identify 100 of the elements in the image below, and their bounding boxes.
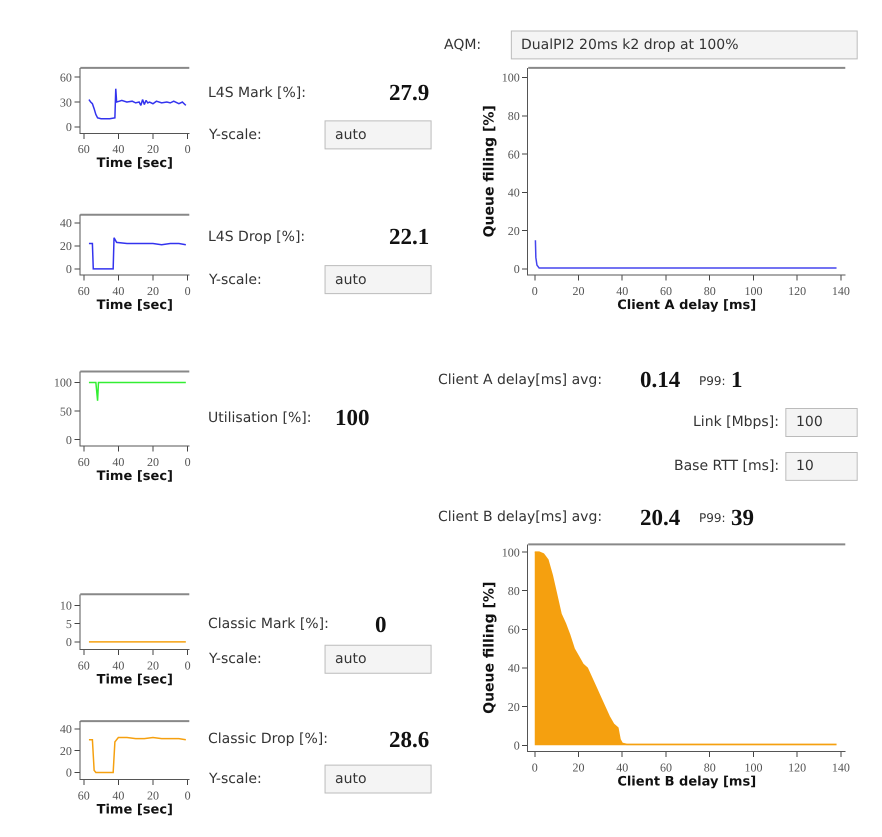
x-tick-label: 0 xyxy=(184,284,191,298)
x-tick-label: 120 xyxy=(788,284,806,298)
y-tick-label: 20 xyxy=(508,224,520,238)
text: Y-scale: xyxy=(208,651,262,667)
x-tick-label: 120 xyxy=(788,760,806,774)
x-tick-label: 0 xyxy=(532,284,538,298)
y-axis-title: Queue filling [%] xyxy=(481,582,498,714)
text: P99: xyxy=(699,374,726,388)
text: 100 xyxy=(796,414,823,430)
y-tick-label: 40 xyxy=(508,186,520,200)
x-tick-label: 0 xyxy=(184,142,191,156)
y-tick-label: 10 xyxy=(60,598,72,612)
line-series xyxy=(88,736,187,774)
x-axis-title: Time [sec] xyxy=(96,298,173,314)
y-axis-title: Queue filling [%] xyxy=(481,105,498,238)
x-tick-label: 140 xyxy=(832,760,850,774)
y-tick-label: 40 xyxy=(60,216,72,230)
text: 0.14 xyxy=(640,367,681,392)
x-axis-title: Client B delay [ms] xyxy=(617,774,756,790)
y-tick-label: 5 xyxy=(66,616,72,631)
text: Utilisation [%]: xyxy=(208,410,312,426)
x-axis-title: Time [sec] xyxy=(96,672,173,688)
y-tick-label: 30 xyxy=(60,95,72,110)
text: DualPI2 20ms k2 drop at 100% xyxy=(521,37,738,53)
x-tick-label: 40 xyxy=(112,284,124,298)
x-tick-label: 100 xyxy=(744,284,762,298)
x-tick-label: 80 xyxy=(704,760,716,774)
x-tick-label: 40 xyxy=(112,788,124,802)
text: Y-scale: xyxy=(208,771,262,787)
x-tick-label: 20 xyxy=(146,454,159,469)
text: Y-scale: xyxy=(208,127,262,143)
x-tick-label: 0 xyxy=(184,454,191,469)
x-tick-label: 40 xyxy=(616,284,628,298)
x-tick-label: 20 xyxy=(146,284,159,298)
text: L4S Drop [%]: xyxy=(208,229,306,245)
text: auto xyxy=(335,771,367,787)
x-tick-label: 20 xyxy=(146,142,159,156)
x-tick-label: 60 xyxy=(78,658,90,673)
x-tick-label: 60 xyxy=(660,284,672,298)
x-tick-label: 0 xyxy=(184,788,191,802)
y-tick-label: 20 xyxy=(60,744,72,758)
y-tick-label: 20 xyxy=(508,700,520,714)
text: Client A delay[ms] avg: xyxy=(438,372,602,388)
x-tick-label: 40 xyxy=(112,142,124,156)
text: 27.9 xyxy=(389,80,430,105)
text: 20.4 xyxy=(640,505,681,530)
x-tick-label: 60 xyxy=(660,760,672,774)
text: Base RTT [ms]: xyxy=(674,458,780,474)
text: 22.1 xyxy=(389,224,430,249)
x-axis-title: Time [sec] xyxy=(96,468,173,484)
x-tick-label: 20 xyxy=(572,760,584,774)
y-tick-label: 0 xyxy=(66,635,72,650)
y-tick-label: 50 xyxy=(60,404,72,418)
text: 28.6 xyxy=(389,727,430,752)
x-tick-label: 80 xyxy=(704,284,716,298)
y-tick-label: 0 xyxy=(66,262,72,276)
y-tick-label: 0 xyxy=(66,120,72,134)
text: Classic Drop [%]: xyxy=(208,731,328,747)
line-series xyxy=(534,239,838,269)
y-tick-label: 0 xyxy=(514,262,520,276)
x-axis-title: Client A delay [ms] xyxy=(617,298,756,314)
text: auto xyxy=(335,651,367,667)
x-tick-label: 140 xyxy=(832,284,850,298)
x-tick-label: 0 xyxy=(184,658,191,673)
line-series xyxy=(88,88,187,120)
x-tick-label: 20 xyxy=(146,658,159,673)
x-tick-label: 40 xyxy=(112,658,124,673)
y-tick-label: 20 xyxy=(60,239,72,254)
text: Y-scale: xyxy=(208,272,262,288)
text: Client B delay[ms] avg: xyxy=(438,509,602,525)
text: P99: xyxy=(699,511,726,525)
x-axis-title: Time [sec] xyxy=(96,802,173,818)
line-series xyxy=(88,237,187,270)
x-tick-label: 60 xyxy=(78,788,90,802)
x-tick-label: 0 xyxy=(532,760,538,774)
text: Classic Mark [%]: xyxy=(208,616,329,632)
text: 0 xyxy=(375,612,386,637)
x-tick-label: 20 xyxy=(572,284,584,298)
y-tick-label: 80 xyxy=(508,108,520,123)
y-tick-label: 0 xyxy=(66,432,72,447)
text: 100 xyxy=(335,405,370,430)
text: auto xyxy=(335,272,367,288)
x-tick-label: 20 xyxy=(146,788,159,802)
x-tick-label: 40 xyxy=(616,760,628,774)
y-tick-label: 100 xyxy=(502,70,520,85)
y-tick-label: 100 xyxy=(54,376,72,390)
text: AQM: xyxy=(444,37,482,53)
x-tick-label: 40 xyxy=(112,454,124,469)
x-tick-label: 100 xyxy=(744,760,762,774)
x-tick-label: 60 xyxy=(78,284,90,298)
y-tick-label: 100 xyxy=(502,545,520,560)
y-tick-label: 60 xyxy=(60,70,72,84)
y-tick-label: 60 xyxy=(508,622,520,637)
x-tick-label: 60 xyxy=(78,454,90,469)
text: Link [Mbps]: xyxy=(693,414,779,430)
text: auto xyxy=(335,127,367,143)
x-tick-label: 60 xyxy=(78,142,90,156)
text: 39 xyxy=(731,505,754,530)
y-tick-label: 80 xyxy=(508,584,520,598)
y-tick-label: 0 xyxy=(514,738,520,753)
